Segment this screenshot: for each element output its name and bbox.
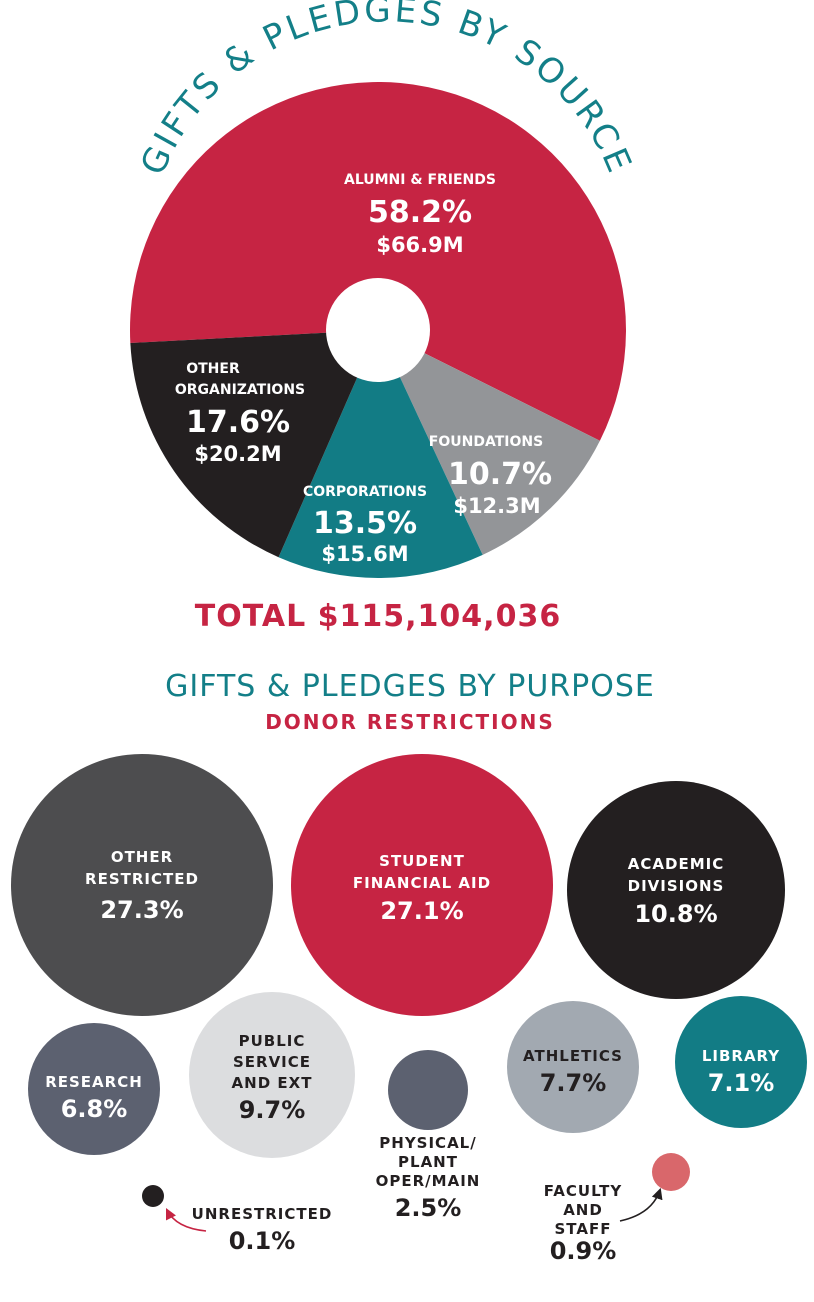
- bubble-value-student-financial-aid: 27.1%: [380, 897, 463, 925]
- bubble-faculty-and-staff: [652, 1153, 690, 1191]
- bubble-public-service-and-ext: [189, 992, 355, 1158]
- bubble-value-athletics: 7.7%: [540, 1069, 607, 1097]
- bubble-label-student-financial-aid-line2: FINANCIAL AID: [353, 874, 491, 892]
- pie-slice-corporations: [278, 330, 483, 579]
- bubble-label-physical-plant-oper-main-line1: PHYSICAL/: [379, 1134, 476, 1152]
- bubble-label-unrestricted-line1: UNRESTRICTED: [192, 1205, 333, 1223]
- bubble-label-other-restricted-line1: OTHER: [111, 848, 173, 866]
- slice-label-alumni-friends: ALUMNI & FRIENDS 58.2% $66.9M: [344, 172, 496, 257]
- pie-center-hole: [326, 278, 430, 382]
- bubble-label-physical-plant-oper-main-line2: PLANT: [398, 1153, 458, 1171]
- unrestricted-arrow: [165, 1207, 207, 1232]
- pie-slice-alumni-friends: [130, 82, 627, 441]
- bubble-label-academic-divisions-line2: DIVISIONS: [628, 877, 725, 895]
- slice-amount: $66.9M: [376, 233, 463, 257]
- slice-label-corporations: CORPORATIONS 13.5% $15.6M: [303, 484, 427, 566]
- slice-name: ALUMNI & FRIENDS: [344, 172, 496, 188]
- bubble-library: [675, 996, 807, 1128]
- bubble-academic-divisions: [567, 781, 785, 999]
- slice-percent: 17.6%: [186, 405, 290, 440]
- slice-amount: $12.3M: [453, 494, 540, 518]
- bubble-label-athletics-line1: ATHLETICS: [523, 1047, 623, 1065]
- purpose-chart-subtitle: DONOR RESTRICTIONS: [265, 710, 555, 734]
- slice-amount: $15.6M: [321, 542, 408, 566]
- bubble-unrestricted: [142, 1185, 164, 1207]
- bubble-label-public-service-and-ext-line3: AND EXT: [232, 1074, 313, 1092]
- bubble-other-restricted: [11, 754, 273, 1016]
- slice-percent: 58.2%: [368, 195, 472, 230]
- bubble-value-faculty-and-staff: 0.9%: [550, 1237, 617, 1265]
- slice-label-foundations: FOUNDATIONS 10.7% $12.3M: [429, 434, 552, 518]
- bubble-value-academic-divisions: 10.8%: [634, 900, 717, 928]
- bubble-label-faculty-and-staff-line1: FACULTY: [544, 1182, 623, 1200]
- bubble-label-other-restricted-line2: RESTRICTED: [85, 870, 199, 888]
- faculty-staff-arrow: [619, 1187, 663, 1222]
- bubble-label-public-service-and-ext-line1: PUBLIC: [239, 1032, 306, 1050]
- slice-percent: 13.5%: [313, 506, 417, 541]
- bubble-value-public-service-and-ext: 9.7%: [239, 1096, 306, 1124]
- bubble-label-student-financial-aid-line1: STUDENT: [379, 852, 465, 870]
- bubble-value-research: 6.8%: [61, 1095, 128, 1123]
- source-pie: [130, 82, 627, 579]
- slice-name-line2: ORGANIZATIONS: [175, 382, 305, 398]
- bubble-label-physical-plant-oper-main-line3: OPER/MAIN: [376, 1172, 481, 1190]
- bubble-value-other-restricted: 27.3%: [100, 896, 183, 924]
- bubble-label-faculty-and-staff-line2: AND: [563, 1201, 603, 1219]
- bubble-value-physical-plant-oper-main: 2.5%: [395, 1194, 462, 1222]
- slice-name: FOUNDATIONS: [429, 434, 543, 450]
- bubble-student-financial-aid: [291, 754, 553, 1016]
- purpose-bubble-labels: OTHER RESTRICTED 27.3% STUDENT FINANCIAL AID…: [45, 848, 780, 1265]
- slice-name: CORPORATIONS: [303, 484, 427, 500]
- slice-name-line1: OTHER: [186, 361, 240, 377]
- pie-slice-foundations: [378, 330, 600, 555]
- purpose-bubbles: [11, 754, 807, 1207]
- bubble-label-faculty-and-staff-line3: STAFF: [555, 1220, 612, 1238]
- bubble-label-public-service-and-ext-line2: SERVICE: [233, 1053, 311, 1071]
- bubble-label-library-line1: LIBRARY: [702, 1047, 780, 1065]
- bubble-physical-plant-oper-main: [388, 1050, 468, 1130]
- total-amount: TOTAL $115,104,036: [195, 599, 561, 634]
- slice-amount: $20.2M: [194, 442, 281, 466]
- bubble-label-academic-divisions-line1: ACADEMIC: [628, 855, 724, 873]
- slice-percent: 10.7%: [448, 457, 552, 492]
- pie-slice-other-organizations: [130, 330, 378, 558]
- slice-label-other-organizations: OTHER ORGANIZATIONS 17.6% $20.2M: [175, 361, 305, 466]
- bubble-research: [28, 1023, 160, 1155]
- bubble-value-unrestricted: 0.1%: [229, 1227, 296, 1255]
- bubble-athletics: [507, 1001, 639, 1133]
- bubble-label-research-line1: RESEARCH: [45, 1073, 143, 1091]
- purpose-chart-title: GIFTS & PLEDGES BY PURPOSE: [165, 669, 655, 704]
- bubble-value-library: 7.1%: [708, 1069, 775, 1097]
